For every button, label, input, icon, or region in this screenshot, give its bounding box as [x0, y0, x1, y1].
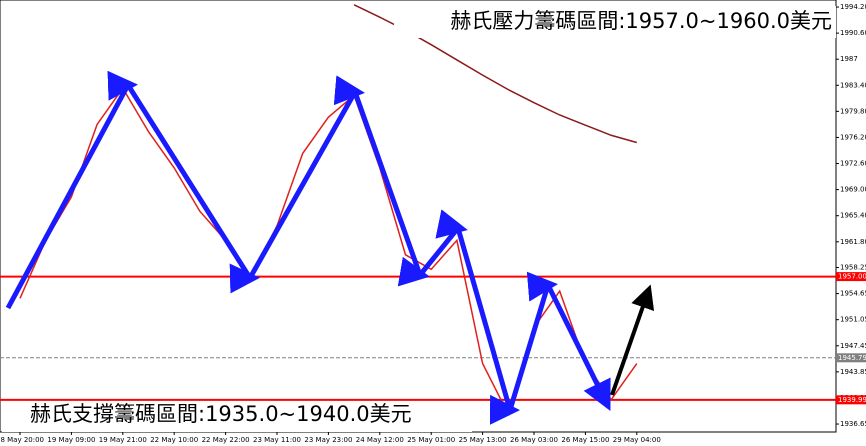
x-tick-label: 26 May 15:00: [561, 436, 609, 444]
x-tick-label: 23 May 23:00: [304, 436, 352, 444]
x-tick-label: 26 May 03:00: [510, 436, 558, 444]
level-tag: [836, 353, 866, 363]
y-tick-label: 1990.60: [840, 29, 866, 37]
y-tick-label: 1947.45: [840, 342, 866, 350]
level-tag: [836, 395, 866, 405]
x-tick-label: 22 May 10:00: [150, 436, 198, 444]
x-tick-label: 22 May 22:00: [202, 436, 250, 444]
level-label: 1945.79: [838, 354, 866, 362]
x-tick-label: 19 May 09:00: [47, 436, 95, 444]
annotation-bg: [394, 6, 836, 38]
y-tick-label: 1936.65: [840, 420, 866, 428]
y-tick-label: 1943.85: [840, 368, 866, 376]
level-label: 1957.00: [838, 273, 866, 281]
forecast-arrow: [610, 284, 655, 396]
annotation: 赫氏壓力籌碼區間:1957.0~1960.0美元: [450, 9, 832, 33]
y-tick-label: 1969.00: [840, 186, 866, 194]
y-tick-label: 1972.60: [840, 160, 866, 168]
x-tick-label: 29 May 04:00: [613, 436, 661, 444]
y-tick-label: 1987: [840, 55, 858, 63]
annotation-bg: [2, 402, 472, 432]
x-tick-label: 25 May 01:00: [407, 436, 455, 444]
level-tag: [836, 272, 866, 282]
y-tick-label: 1976.20: [840, 133, 866, 141]
y-tick-label: 1983.40: [840, 81, 866, 89]
y-tick-label: 1954.65: [840, 290, 866, 298]
x-tick-label: 19 May 21:00: [99, 436, 147, 444]
y-tick-label: 1979.80: [840, 107, 866, 115]
annotation: 赫氏支撐籌碼區間:1935.0~1940.0美元: [30, 402, 412, 426]
x-tick-label: 18 May 20:00: [0, 436, 44, 444]
x-tick-label: 23 May 11:00: [253, 436, 301, 444]
x-tick-label: 24 May 12:00: [356, 436, 404, 444]
y-tick-label: 1965.40: [840, 212, 866, 220]
y-tick-label: 1961.80: [840, 238, 866, 246]
y-tick-label: 1951.05: [840, 316, 866, 324]
plot-frame: [0, 0, 837, 433]
y-tick-label: 1994.20: [840, 3, 866, 11]
trend-arrows: [5, 70, 611, 425]
y-tick-label: 1958.25: [840, 264, 866, 272]
series-layer: 1994.20 1990.60 1987 1983.40 1979.80 1976.20 1…: [0, 3, 866, 444]
x-tick-label: 25 May 13:00: [459, 436, 507, 444]
level-label: 1939.99: [838, 396, 866, 404]
